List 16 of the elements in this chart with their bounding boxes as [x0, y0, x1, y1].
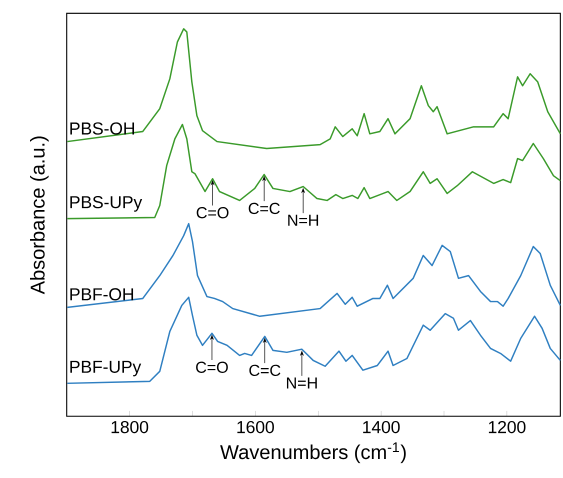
series-label: PBF-UPy — [70, 361, 142, 377]
annotation: C=O — [196, 362, 228, 374]
series-label: PBS-UPy — [70, 196, 142, 212]
annotation: C=C — [248, 202, 280, 214]
x-tick-label: 1600 — [237, 421, 274, 434]
annotation: C=C — [249, 364, 280, 376]
x-tick-label: 1200 — [488, 421, 526, 434]
x-tick-label: 1400 — [363, 421, 400, 434]
annotation: C=O — [196, 207, 228, 219]
series-label: PBS-OH — [70, 122, 134, 135]
annotation: N=H — [286, 378, 317, 389]
x-tick-label: 1800 — [112, 421, 148, 434]
y-axis-title: Absorbance (a.u.) — [30, 136, 49, 294]
annotation: N=H — [288, 214, 318, 226]
series-label: PBF-OH — [70, 288, 134, 301]
x-axis-title: Wavenumbers (cm$^{-1}$) — [220, 442, 406, 464]
